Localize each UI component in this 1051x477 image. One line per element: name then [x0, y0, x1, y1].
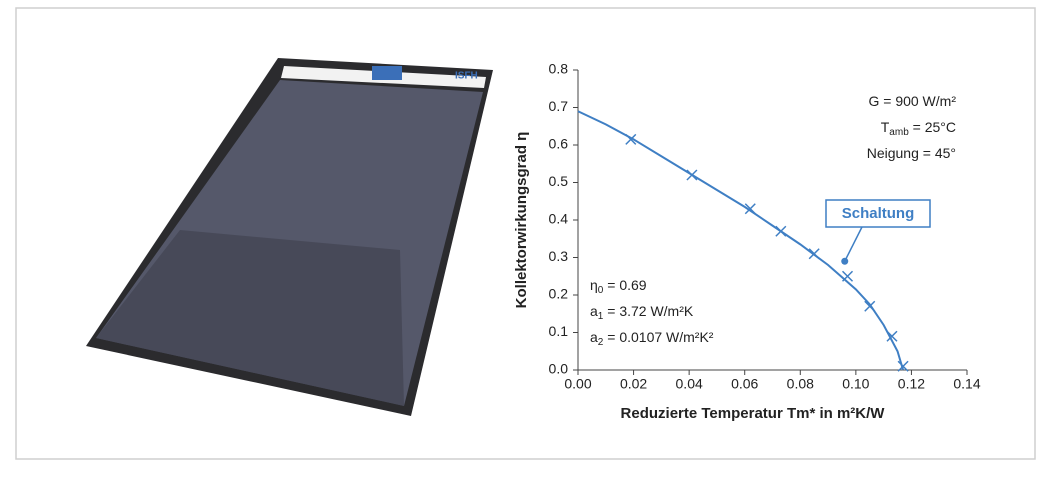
glass-shade [96, 230, 404, 406]
y-tick-label: 0.0 [549, 361, 569, 377]
y-tick-label: 0.4 [549, 211, 569, 227]
annotation-text: G = 900 W/m² [868, 93, 956, 109]
x-tick-label: 0.08 [787, 376, 814, 392]
marker [808, 248, 820, 260]
marker [897, 360, 909, 372]
annotation-sub: amb [889, 127, 909, 138]
y-tick-label: 0.2 [549, 286, 569, 302]
marker [841, 270, 854, 282]
x-tick-label: 0.12 [898, 376, 925, 392]
marker [744, 203, 756, 215]
annotation-sub: 0 [598, 285, 604, 296]
callout-leader [844, 226, 863, 262]
marker [686, 169, 698, 181]
y-tick-label: 0.6 [549, 136, 569, 152]
marker [886, 330, 898, 342]
annotation-sub: 2 [598, 337, 604, 348]
annotation-text: T [881, 119, 890, 135]
annotation: η0 = 0.69 [590, 277, 647, 296]
logo-text: ISFH [455, 71, 478, 82]
annotation-text: Neigung = 45° [867, 145, 956, 161]
y-tick-label: 0.5 [549, 173, 569, 189]
marker [864, 300, 876, 312]
annotation-sub: 1 [598, 311, 604, 322]
x-tick-label: 0.10 [842, 376, 869, 392]
x-axis-label: Reduzierte Temperatur Tm* in m²K/W [621, 405, 886, 422]
annotation-text: = 3.72 W/m²K [603, 303, 694, 319]
logo [372, 66, 402, 80]
callout-text: Schaltung [842, 205, 915, 222]
annotation: G = 900 W/m² [868, 93, 956, 109]
y-tick-label: 0.7 [549, 98, 569, 114]
x-tick-label: 0.02 [620, 376, 647, 392]
x-tick-label: 0.14 [953, 376, 980, 392]
y-tick-label: 0.3 [549, 248, 569, 264]
marker [625, 133, 637, 145]
annotation-text: = 25°C [909, 119, 956, 135]
chart: 0.00 0.02 0.04 0.06 0.08 0.10 0.12 0.14 0.0 0.1 0.… [513, 61, 981, 422]
x-tick-label: 0.00 [564, 376, 591, 392]
frame [15, 7, 1036, 460]
y-axis-label: Kollektorwirkungsgrad η [513, 132, 530, 309]
x-tick-label: 0.04 [676, 376, 703, 392]
y-tick-label: 0.1 [549, 323, 569, 339]
annotation-text: = 0.0107 W/m²K² [603, 329, 713, 345]
callout-point [841, 257, 849, 265]
annotation-text: η [590, 277, 598, 293]
y-tick-label: 0.8 [549, 61, 569, 77]
collector-photo: ISFH [86, 58, 493, 416]
annotation-text: a [590, 329, 598, 345]
annotation: a2 = 0.0107 W/m²K² [590, 329, 714, 348]
annotation: Neigung = 45° [867, 145, 956, 161]
annotation: a1 = 3.72 W/m²K [590, 303, 694, 322]
callout-box [825, 199, 931, 228]
annotation-text: = 0.69 [603, 277, 646, 293]
curve [577, 110, 905, 371]
marker [775, 225, 787, 237]
annotation-text: a [590, 303, 598, 319]
annotation: Tamb = 25°C [881, 119, 956, 138]
x-tick-label: 0.06 [731, 376, 758, 392]
